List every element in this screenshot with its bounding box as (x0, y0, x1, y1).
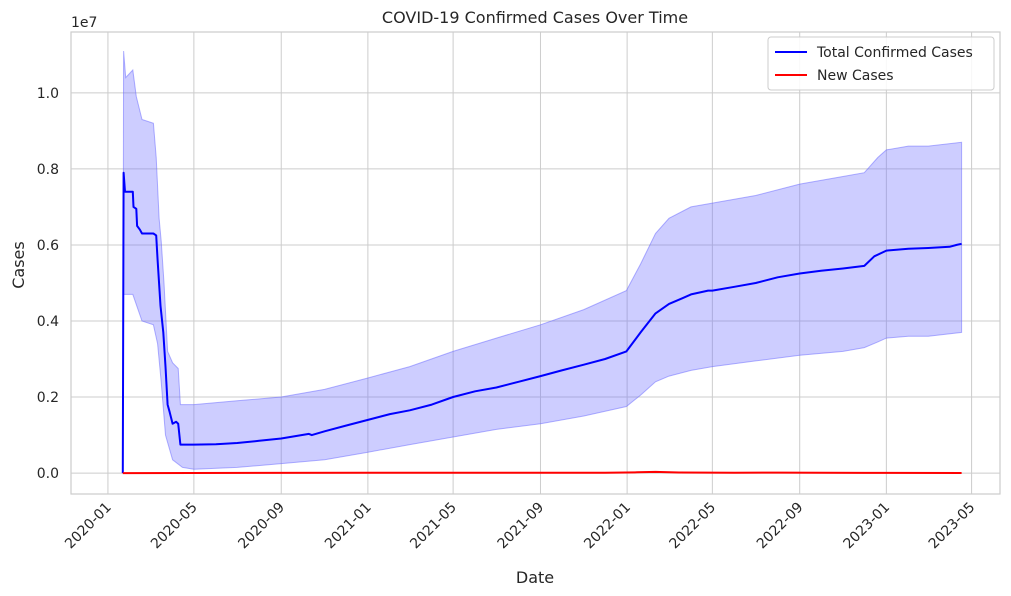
y-tick-labels: 0.0 0.2 0.4 0.6 0.8 1.0 (37, 86, 59, 482)
total-cases-confidence-band (122, 50, 963, 474)
y-tick-label: 0.6 (37, 238, 59, 254)
x-tick-labels: 2020-01 2020-05 2020-09 2021-01 2021-05 2021-… (62, 500, 978, 553)
x-tick-label: 2022-05 (666, 500, 719, 553)
y-tick-label: 0.0 (37, 466, 59, 482)
x-tick-label: 2020-09 (235, 500, 288, 553)
legend-label-total: Total Confirmed Cases (816, 45, 973, 61)
legend-box (767, 36, 995, 91)
x-tick-label: 2021-05 (407, 500, 460, 553)
series-line-total-confirmed (121, 171, 962, 474)
y-tick-label: 0.4 (37, 314, 59, 330)
x-tick-label: 2021-01 (322, 500, 375, 553)
y-axis-label: Cases (9, 241, 28, 289)
x-tick-label: 2020-01 (62, 500, 115, 553)
plot-frame (70, 31, 1001, 495)
series-line-new-cases (122, 470, 962, 475)
legend: Total Confirmed Cases New Cases (767, 36, 995, 91)
x-tick-label: 2021-09 (495, 500, 548, 553)
chart-title: COVID-19 Confirmed Cases Over Time (382, 8, 688, 27)
confidence-band-layer (122, 50, 963, 474)
plot-border (70, 31, 1001, 495)
y-tick-label: 0.8 (37, 162, 59, 178)
y-tick-label: 1.0 (37, 86, 59, 102)
legend-label-new: New Cases (817, 68, 894, 84)
x-axis-label: Date (516, 568, 554, 587)
x-tick-label: 2022-01 (581, 500, 634, 553)
x-tick-label: 2023-05 (926, 500, 979, 553)
x-tick-label: 2022-09 (754, 500, 807, 553)
series-lines-layer (121, 171, 962, 475)
x-tick-label: 2023-01 (841, 500, 894, 553)
y-tick-label: 0.2 (37, 390, 59, 406)
x-tick-label: 2020-05 (148, 500, 201, 553)
y-axis-offset-text: 1e7 (71, 15, 97, 31)
